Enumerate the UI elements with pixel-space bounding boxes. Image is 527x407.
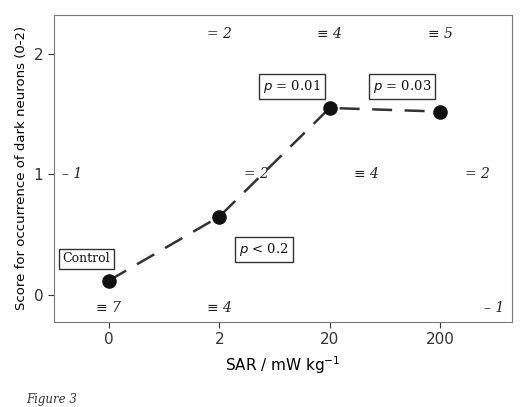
Text: – 1: – 1 [484,301,504,315]
Text: = 2: = 2 [207,27,232,42]
Text: $\it{p}$ = 0.03: $\it{p}$ = 0.03 [373,78,432,95]
Text: Figure 3: Figure 3 [26,393,77,406]
X-axis label: SAR / mW kg$^{-1}$: SAR / mW kg$^{-1}$ [225,354,340,376]
Point [326,105,334,111]
Text: ≡ 4: ≡ 4 [317,27,342,42]
Text: ≡ 4: ≡ 4 [207,301,232,315]
Text: $\it{p}$ = 0.01: $\it{p}$ = 0.01 [264,78,321,95]
Text: – 1: – 1 [62,167,83,182]
Text: ≡ 4: ≡ 4 [354,167,379,182]
Text: = 2: = 2 [243,167,268,182]
Text: = 2: = 2 [464,167,490,182]
Text: ≡ 7: ≡ 7 [95,301,121,315]
Point [436,108,444,115]
Y-axis label: Score for occurrence of dark neurons (0-2): Score for occurrence of dark neurons (0-… [15,26,28,311]
Point [215,213,223,220]
Point [105,277,113,284]
Text: $\it{p}$ < 0.2: $\it{p}$ < 0.2 [239,241,289,258]
Text: Control: Control [62,252,110,265]
Text: ≡ 5: ≡ 5 [428,27,453,42]
